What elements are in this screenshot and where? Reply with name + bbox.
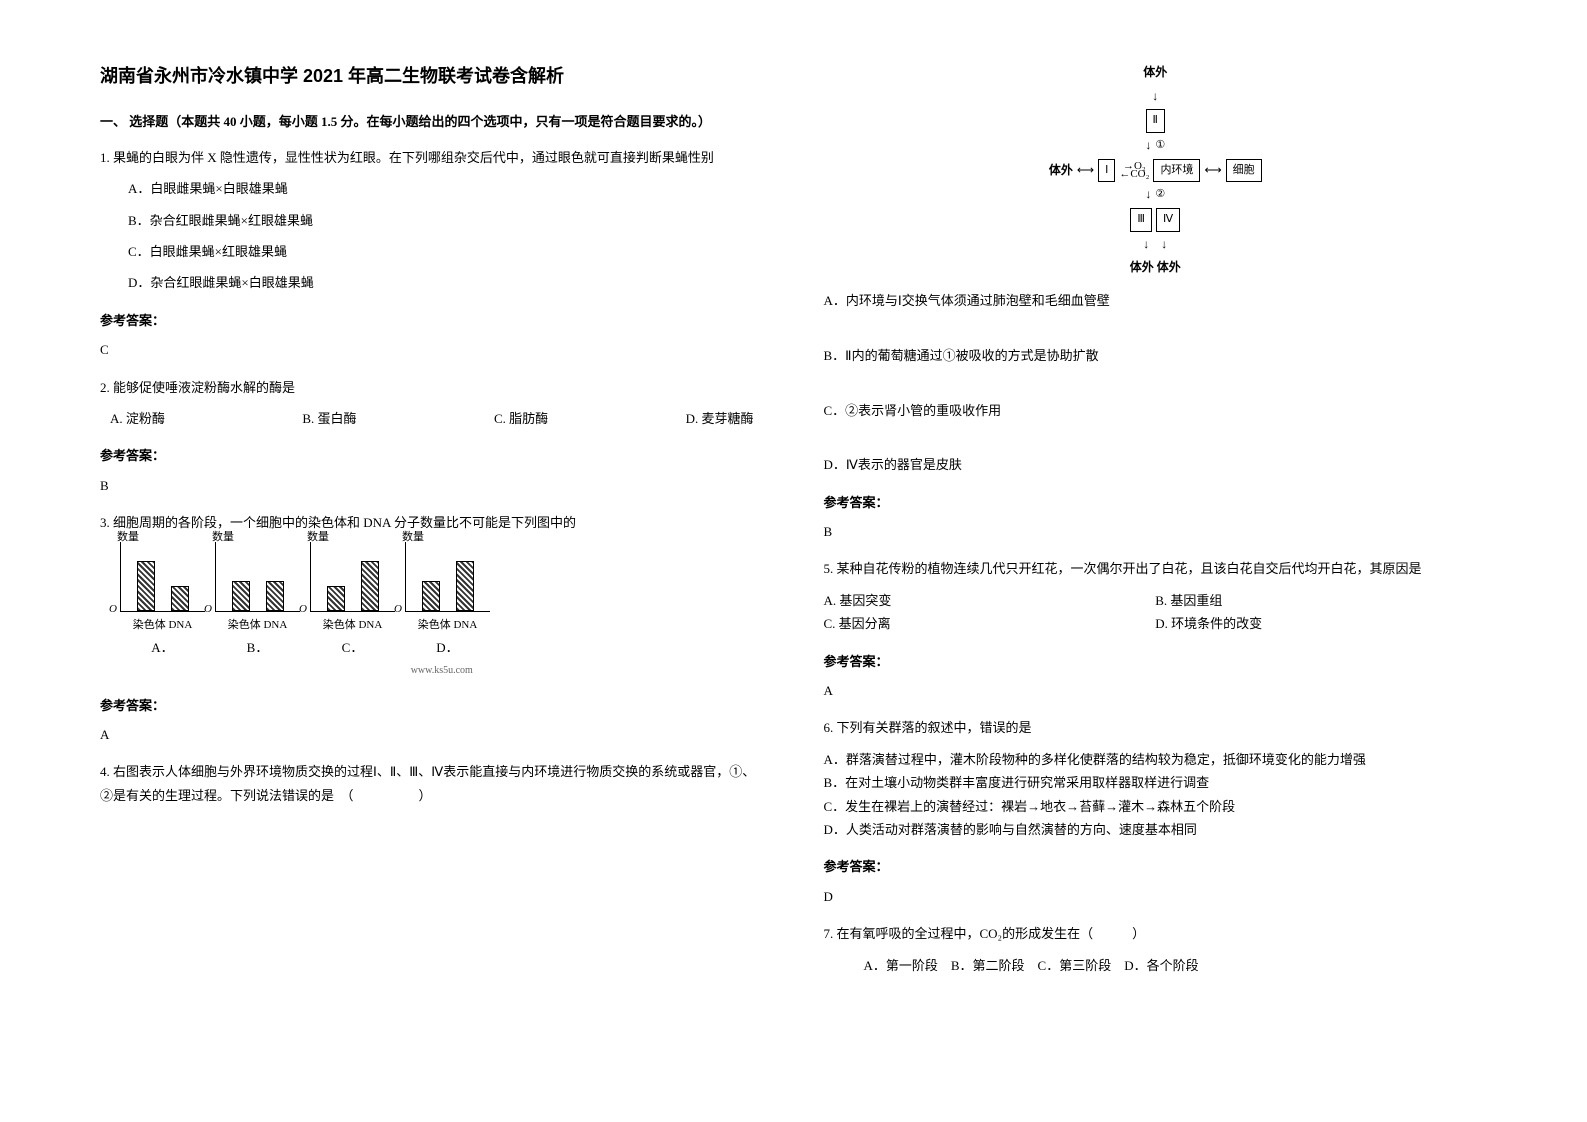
q3-answer-label: 参考答案：: [100, 694, 764, 717]
chart-letter: B．: [215, 636, 300, 659]
q4-text: 4. 右图表示人体细胞与外界环境物质交换的过程Ⅰ、Ⅱ、Ⅲ、Ⅳ表示能直接与内环境进…: [100, 760, 764, 807]
q5-opt-c: C. 基因分离: [824, 612, 1156, 635]
diag-box4: Ⅳ: [1156, 208, 1180, 232]
q1-answer-label: 参考答案：: [100, 309, 764, 332]
q3-text: 3. 细胞周期的各阶段，一个细胞中的染色体和 DNA 分子数量比不可能是下列图中…: [100, 511, 764, 534]
chart-ylabel: 数量: [117, 528, 139, 548]
chart-ylabel: 数量: [307, 528, 329, 548]
chart-origin: O: [394, 600, 402, 620]
chart-letter: A．: [120, 636, 205, 659]
q7-text: 7. 在有氧呼吸的全过程中，CO₂的形成发生在（ ）: [824, 922, 1488, 945]
q1-opt-d: D．杂合红眼雌果蝇×白眼雄果蝇: [128, 271, 764, 294]
q1-opt-c: C．白眼雌果蝇×红眼雄果蝇: [128, 240, 764, 263]
q6-opt-a: A．群落演替过程中，灌木阶段物种的多样化使群落的结构较为稳定，抵御环境变化的能力…: [824, 748, 1488, 771]
chart-letter: D．: [405, 636, 490, 659]
diag-c2: ②: [1155, 185, 1165, 205]
question-1: 1. 果蝇的白眼为伴 X 隐性遗传，显性性状为红眼。在下列哪组杂交后代中，通过眼…: [100, 146, 764, 295]
q3-chart-3: 数量O: [405, 542, 490, 612]
question-3: 3. 细胞周期的各阶段，一个细胞中的染色体和 DNA 分子数量比不可能是下列图中…: [100, 511, 764, 680]
bar-dna: [361, 561, 379, 611]
q2-answer: B: [100, 474, 764, 497]
bar-dna: [171, 586, 189, 611]
bar-chromosome: [327, 586, 345, 611]
q7-opts: A．第一阶段 B．第二阶段 C．第三阶段 D．各个阶段: [824, 954, 1488, 977]
bar-dna: [456, 561, 474, 611]
q2-opt-b: B. 蛋白酶: [302, 407, 356, 430]
chart-xlabel: 染色体 DNA: [120, 616, 205, 636]
q4-diagram: 体外 ↓ Ⅱ ↓① 体外 ⟷ Ⅰ →O₂ ←CO₂ 内环境 ⟷ 细胞 ↓② Ⅲ …: [1045, 62, 1265, 279]
diag-inner: 内环境: [1153, 159, 1200, 183]
q5-answer: A: [824, 679, 1488, 702]
bar-dna: [266, 581, 284, 611]
question-6: 6. 下列有关群落的叙述中，错误的是 A．群落演替过程中，灌木阶段物种的多样化使…: [824, 716, 1488, 841]
q2-options: A. 淀粉酶 B. 蛋白酶 C. 脂肪酶 D. 麦芽糖酶: [100, 407, 764, 430]
chart-xlabel: 染色体 DNA: [405, 616, 490, 636]
chart-xlabel: 染色体 DNA: [215, 616, 300, 636]
chart-origin: O: [109, 600, 117, 620]
q5-opt-d: D. 环境条件的改变: [1155, 612, 1487, 635]
q1-opt-b: B．杂合红眼雌果蝇×红眼雄果蝇: [128, 209, 764, 232]
section-header: 一、 选择题（本题共 40 小题，每小题 1.5 分。在每小题给出的四个选项中，…: [100, 110, 764, 133]
q1-text: 1. 果蝇的白眼为伴 X 隐性遗传，显性性状为红眼。在下列哪组杂交后代中，通过眼…: [100, 146, 764, 169]
q4-opt-c: C．②表示肾小管的重吸收作用: [824, 399, 1488, 422]
q4-opt-a: A．内环境与Ⅰ交换气体须通过肺泡壁和毛细血管壁: [824, 289, 1488, 312]
q1-options: A．白眼雌果蝇×白眼雄果蝇 B．杂合红眼雌果蝇×红眼雄果蝇 C．白眼雌果蝇×红眼…: [100, 177, 764, 295]
q3-chart-1: 数量O: [215, 542, 300, 612]
diag-co2: CO₂: [1130, 168, 1149, 180]
question-5: 5. 某种自花传粉的植物连续几代只开红花，一次偶尔开出了白花，且该白花自交后代均…: [824, 557, 1488, 635]
q1-opt-a: A．白眼雌果蝇×白眼雄果蝇: [128, 177, 764, 200]
q6-opt-c: C．发生在裸岩上的演替经过：裸岩→地衣→苔藓→灌木→森林五个阶段: [824, 795, 1488, 818]
right-column: 体外 ↓ Ⅱ ↓① 体外 ⟷ Ⅰ →O₂ ←CO₂ 内环境 ⟷ 细胞 ↓② Ⅲ …: [824, 60, 1488, 991]
q3-answer: A: [100, 723, 764, 746]
q2-opt-c: C. 脂肪酶: [494, 407, 548, 430]
q2-opt-d: D. 麦芽糖酶: [686, 407, 754, 430]
diag-box2: Ⅱ: [1146, 109, 1165, 133]
q6-answer-label: 参考答案：: [824, 855, 1488, 878]
diag-cell: 细胞: [1226, 159, 1262, 183]
question-7: 7. 在有氧呼吸的全过程中，CO₂的形成发生在（ ） A．第一阶段 B．第二阶段…: [824, 922, 1488, 977]
q3-chart-0: 数量O: [120, 542, 205, 612]
q4-answer-label: 参考答案：: [824, 491, 1488, 514]
q6-answer: D: [824, 885, 1488, 908]
q3-charts: 数量O数量O数量O数量O 染色体 DNA染色体 DNA染色体 DNA染色体 DN…: [100, 542, 764, 679]
diag-box1: Ⅰ: [1098, 159, 1115, 183]
page-title: 湖南省永州市冷水镇中学 2021 年高二生物联考试卷含解析: [100, 60, 764, 92]
q6-opt-b: B．在对土壤小动物类群丰富度进行研究常采用取样器取样进行调查: [824, 771, 1488, 794]
q2-answer-label: 参考答案：: [100, 444, 764, 467]
q4-opt-d: D．Ⅳ表示的器官是皮肤: [824, 453, 1488, 476]
q5-opt-b: B. 基因重组: [1155, 589, 1487, 612]
q3-chart-2: 数量O: [310, 542, 395, 612]
bar-chromosome: [232, 581, 250, 611]
q5-answer-label: 参考答案：: [824, 650, 1488, 673]
chart-origin: O: [299, 600, 307, 620]
diag-box3: Ⅲ: [1130, 208, 1152, 232]
q1-answer: C: [100, 338, 764, 361]
q5-options-row2: C. 基因分离 D. 环境条件的改变: [824, 612, 1488, 635]
q5-options-row1: A. 基因突变 B. 基因重组: [824, 589, 1488, 612]
chart-xlabel: 染色体 DNA: [310, 616, 395, 636]
chart-ylabel: 数量: [402, 528, 424, 548]
chart-ylabel: 数量: [212, 528, 234, 548]
diag-c1: ①: [1155, 136, 1165, 156]
left-column: 湖南省永州市冷水镇中学 2021 年高二生物联考试卷含解析 一、 选择题（本题共…: [100, 60, 764, 991]
bar-chromosome: [137, 561, 155, 611]
diag-bottom: 体外 体外: [1130, 257, 1181, 279]
q3-url: www.ks5u.com: [120, 662, 764, 680]
diag-left-out: 体外: [1049, 160, 1073, 182]
q2-opt-a: A. 淀粉酶: [110, 407, 165, 430]
diag-top: 体外: [1143, 62, 1167, 84]
q5-text: 5. 某种自花传粉的植物连续几代只开红花，一次偶尔开出了白花，且该白花自交后代均…: [824, 557, 1488, 580]
chart-letter: C．: [310, 636, 395, 659]
chart-origin: O: [204, 600, 212, 620]
question-4: A．内环境与Ⅰ交换气体须通过肺泡壁和毛细血管壁 B．Ⅱ内的葡萄糖通过①被吸收的方…: [824, 289, 1488, 477]
q6-text: 6. 下列有关群落的叙述中，错误的是: [824, 716, 1488, 739]
question-2: 2. 能够促使唾液淀粉酶水解的酶是 A. 淀粉酶 B. 蛋白酶 C. 脂肪酶 D…: [100, 376, 764, 431]
q4-answer: B: [824, 520, 1488, 543]
q4-opt-b: B．Ⅱ内的葡萄糖通过①被吸收的方式是协助扩散: [824, 344, 1488, 367]
bar-chromosome: [422, 581, 440, 611]
q6-opt-d: D．人类活动对群落演替的影响与自然演替的方向、速度基本相同: [824, 818, 1488, 841]
q5-opt-a: A. 基因突变: [824, 589, 1156, 612]
q2-text: 2. 能够促使唾液淀粉酶水解的酶是: [100, 376, 764, 399]
